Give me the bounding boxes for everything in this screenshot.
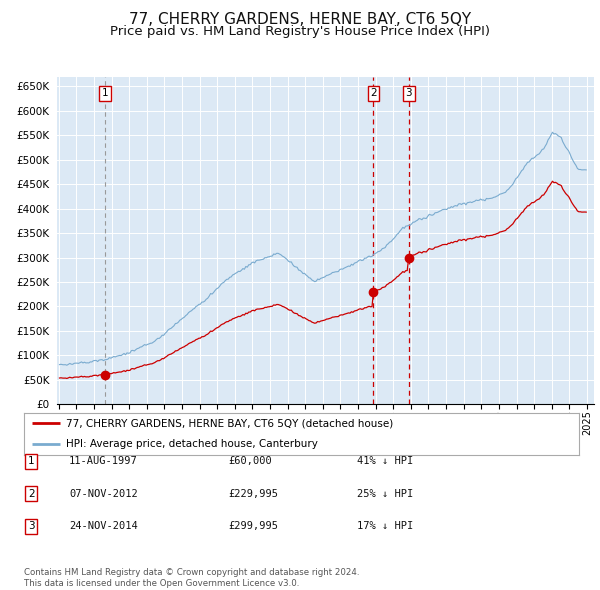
Text: 2: 2 <box>370 88 377 98</box>
Text: 25% ↓ HPI: 25% ↓ HPI <box>357 489 413 499</box>
Text: 3: 3 <box>28 522 35 531</box>
Text: 24-NOV-2014: 24-NOV-2014 <box>69 522 138 531</box>
Text: 77, CHERRY GARDENS, HERNE BAY, CT6 5QY: 77, CHERRY GARDENS, HERNE BAY, CT6 5QY <box>129 12 471 27</box>
Text: HPI: Average price, detached house, Canterbury: HPI: Average price, detached house, Cant… <box>65 438 317 448</box>
Text: 1: 1 <box>101 88 108 98</box>
Text: 11-AUG-1997: 11-AUG-1997 <box>69 457 138 466</box>
Text: 17% ↓ HPI: 17% ↓ HPI <box>357 522 413 531</box>
Text: 41% ↓ HPI: 41% ↓ HPI <box>357 457 413 466</box>
Text: £60,000: £60,000 <box>228 457 272 466</box>
Text: 3: 3 <box>406 88 412 98</box>
Text: Price paid vs. HM Land Registry's House Price Index (HPI): Price paid vs. HM Land Registry's House … <box>110 25 490 38</box>
Text: £299,995: £299,995 <box>228 522 278 531</box>
Text: £229,995: £229,995 <box>228 489 278 499</box>
Text: 07-NOV-2012: 07-NOV-2012 <box>69 489 138 499</box>
Text: Contains HM Land Registry data © Crown copyright and database right 2024.
This d: Contains HM Land Registry data © Crown c… <box>24 568 359 588</box>
Text: 1: 1 <box>28 457 35 466</box>
Text: 77, CHERRY GARDENS, HERNE BAY, CT6 5QY (detached house): 77, CHERRY GARDENS, HERNE BAY, CT6 5QY (… <box>65 418 393 428</box>
Text: 2: 2 <box>28 489 35 499</box>
